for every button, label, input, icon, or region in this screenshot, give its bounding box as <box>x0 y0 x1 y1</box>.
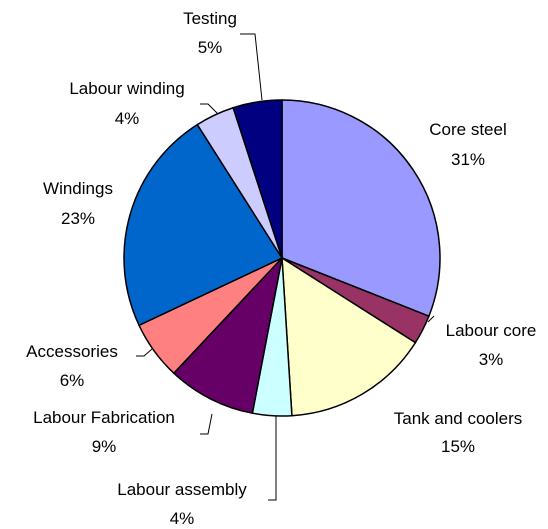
label-accessories-name: Accessories <box>26 342 118 361</box>
slice-tank-and-coolers <box>281 256 417 417</box>
label-labour-winding-name: Labour winding <box>69 79 184 98</box>
leader-labour-winding <box>200 103 219 115</box>
label-labour-core-name: Labour core <box>446 321 537 340</box>
label-labour-assembly-percent: 4% <box>170 509 195 528</box>
leader-testing <box>240 33 263 101</box>
leader-lines <box>136 33 435 501</box>
leader-labour-assembly <box>268 416 277 501</box>
label-tank-and-coolers-name: Tank and coolers <box>394 409 523 428</box>
label-accessories-percent: 6% <box>60 371 85 390</box>
label-labour-winding-percent: 4% <box>115 109 140 128</box>
label-tank-and-coolers-percent: 15% <box>441 437 475 456</box>
label-labour-fabrication-name: Labour Fabrication <box>33 408 175 427</box>
slice-labour-fabrication <box>172 255 284 415</box>
label-windings-percent: 23% <box>61 209 95 228</box>
slice-windings <box>123 123 284 327</box>
leader-labour-core <box>427 315 435 323</box>
label-core-steel-percent: 31% <box>451 150 485 169</box>
leader-labour-fabrication <box>200 413 213 435</box>
label-core-steel-name: Core steel <box>429 120 506 139</box>
label-testing-name: Testing <box>183 9 237 28</box>
slice-testing <box>232 99 283 259</box>
leader-accessories <box>136 348 153 357</box>
pie-slices <box>123 99 441 417</box>
label-windings-name: Windings <box>43 179 113 198</box>
label-labour-fabrication-percent: 9% <box>92 437 117 456</box>
label-labour-assembly-name: Labour assembly <box>117 480 247 499</box>
slice-core-steel <box>281 99 441 318</box>
label-testing-percent: 5% <box>198 38 223 57</box>
label-labour-core-percent: 3% <box>479 350 504 369</box>
